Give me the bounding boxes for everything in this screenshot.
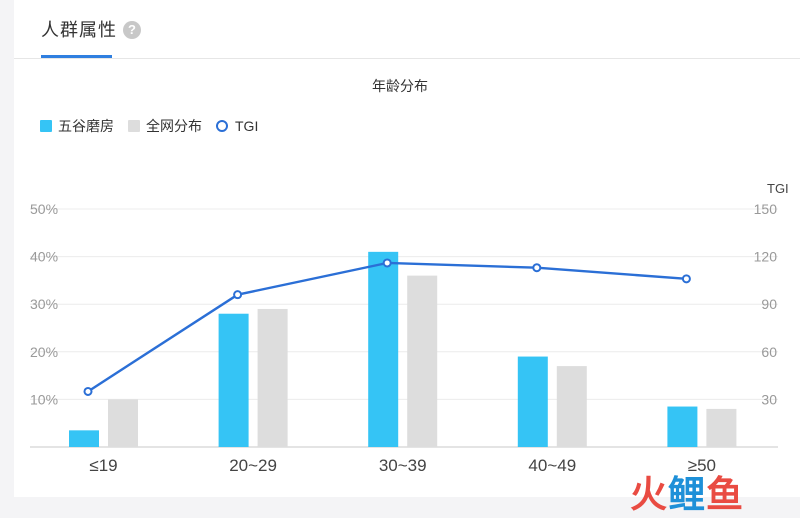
watermark-logo: 火鲤鱼 xyxy=(630,464,744,518)
tab-label: 人群属性 xyxy=(41,20,117,40)
right-axis-label: TGI xyxy=(767,181,789,196)
legend-label-brand: 五谷磨房 xyxy=(58,118,114,134)
chart-title: 年龄分布 xyxy=(372,78,428,94)
legend-item-overall[interactable]: 全网分布 xyxy=(128,116,202,136)
legend-swatch-brand xyxy=(40,120,52,132)
watermark-char-1: 火 xyxy=(630,474,668,515)
tab-active-indicator xyxy=(41,55,112,58)
legend-marker-tgi xyxy=(216,120,228,132)
legend-item-brand[interactable]: 五谷磨房 xyxy=(40,116,114,136)
watermark-char-3: 鱼 xyxy=(706,474,744,515)
tab-bar: 人群属性? xyxy=(14,0,800,59)
legend: 五谷磨房 全网分布 TGI xyxy=(40,116,272,136)
panel: 人群属性? xyxy=(14,0,800,497)
tab-crowd-attributes[interactable]: 人群属性? xyxy=(41,16,141,58)
legend-item-tgi[interactable]: TGI xyxy=(216,118,258,134)
legend-label-overall: 全网分布 xyxy=(146,118,202,134)
watermark-char-2: 鲤 xyxy=(668,474,706,515)
legend-swatch-overall xyxy=(128,120,140,132)
legend-label-tgi: TGI xyxy=(235,118,259,134)
help-icon[interactable]: ? xyxy=(123,21,141,39)
